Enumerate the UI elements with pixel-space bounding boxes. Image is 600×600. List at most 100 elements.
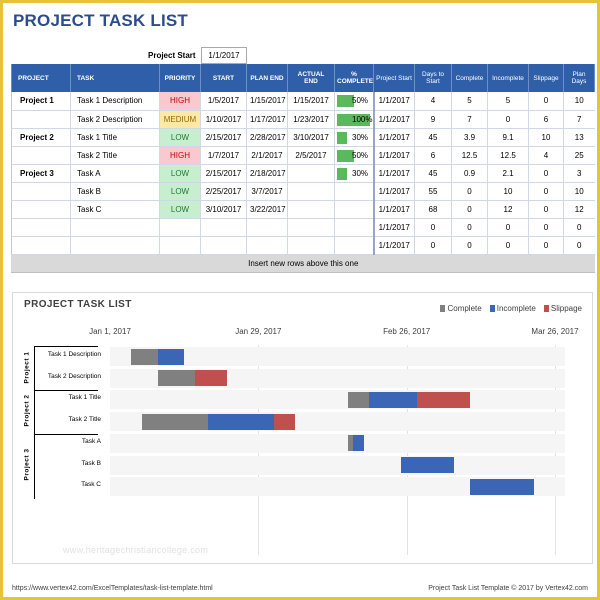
table-cell-complete[interactable]: 12.5 xyxy=(451,146,488,165)
table-cell-project[interactable] xyxy=(11,110,71,129)
table-cell-plan-end[interactable]: 1/17/2017 xyxy=(246,110,288,129)
table-cell-slippage[interactable]: 6 xyxy=(528,110,564,129)
table-cell-days-to-start[interactable]: 9 xyxy=(414,110,452,129)
table-cell-project[interactable]: Project 3 xyxy=(11,164,71,183)
table-cell-plan-days[interactable]: 12 xyxy=(563,200,595,219)
table-cell-project-start[interactable]: 1/1/2017 xyxy=(372,164,415,183)
table-cell-project[interactable]: Project 2 xyxy=(11,128,71,147)
table-cell-start[interactable]: 2/25/2017 xyxy=(200,182,247,201)
table-cell-start[interactable]: 1/5/2017 xyxy=(200,92,247,111)
table-cell-priority[interactable]: MEDIUM xyxy=(159,110,201,129)
table-cell-percent[interactable]: 100% xyxy=(334,110,374,129)
table-cell-complete[interactable]: 0.9 xyxy=(451,164,488,183)
table-cell-project-start[interactable]: 1/1/2017 xyxy=(372,200,415,219)
table-cell-start[interactable]: 3/10/2017 xyxy=(200,200,247,219)
table-cell-start[interactable] xyxy=(200,236,247,255)
table-cell-actual-end[interactable]: 2/5/2017 xyxy=(287,146,335,165)
table-cell-plan-end[interactable]: 2/18/2017 xyxy=(246,164,288,183)
table-cell-priority[interactable]: HIGH xyxy=(159,146,201,165)
table-cell-incomplete[interactable]: 5 xyxy=(487,92,529,111)
table-cell-actual-end[interactable] xyxy=(287,200,335,219)
table-cell-actual-end[interactable] xyxy=(287,182,335,201)
table-cell-start[interactable]: 1/10/2017 xyxy=(200,110,247,129)
table-cell-priority[interactable]: LOW xyxy=(159,200,201,219)
table-cell-actual-end[interactable] xyxy=(287,236,335,255)
table-cell-slippage[interactable]: 0 xyxy=(528,218,564,237)
table-cell-plan-days[interactable]: 25 xyxy=(563,146,595,165)
table-cell-days-to-start[interactable]: 45 xyxy=(414,164,452,183)
table-cell-days-to-start[interactable]: 0 xyxy=(414,218,452,237)
table-cell-days-to-start[interactable]: 55 xyxy=(414,182,452,201)
table-cell-task[interactable]: Task C xyxy=(70,200,160,219)
table-cell-actual-end[interactable]: 3/10/2017 xyxy=(287,128,335,147)
table-cell-project[interactable] xyxy=(11,146,71,165)
table-cell-task[interactable]: Task A xyxy=(70,164,160,183)
table-cell-percent[interactable] xyxy=(334,218,374,237)
table-cell-project[interactable]: Project 1 xyxy=(11,92,71,111)
table-cell-project-start[interactable]: 1/1/2017 xyxy=(372,92,415,111)
table-cell-slippage[interactable]: 0 xyxy=(528,236,564,255)
table-cell-priority[interactable]: HIGH xyxy=(159,92,201,111)
table-cell-complete[interactable]: 0 xyxy=(451,182,488,201)
table-cell-task[interactable] xyxy=(70,236,160,255)
table-cell-plan-days[interactable]: 10 xyxy=(563,92,595,111)
table-cell-percent[interactable] xyxy=(334,200,374,219)
table-cell-start[interactable] xyxy=(200,218,247,237)
table-cell-priority[interactable] xyxy=(159,236,201,255)
table-cell-project[interactable] xyxy=(11,236,71,255)
table-cell-incomplete[interactable]: 2.1 xyxy=(487,164,529,183)
table-cell-project[interactable] xyxy=(11,200,71,219)
table-cell-priority[interactable]: LOW xyxy=(159,164,201,183)
table-cell-slippage[interactable]: 4 xyxy=(528,146,564,165)
table-cell-percent[interactable]: 50% xyxy=(334,92,374,111)
table-cell-percent[interactable]: 50% xyxy=(334,146,374,165)
table-cell-task[interactable] xyxy=(70,218,160,237)
project-start-input[interactable]: 1/1/2017 xyxy=(201,47,247,64)
table-cell-percent[interactable]: 30% xyxy=(334,128,374,147)
table-cell-task[interactable]: Task 1 Title xyxy=(70,128,160,147)
table-cell-project-start[interactable]: 1/1/2017 xyxy=(372,110,415,129)
table-cell-project[interactable] xyxy=(11,218,71,237)
table-cell-incomplete[interactable]: 0 xyxy=(487,236,529,255)
table-cell-complete[interactable]: 0 xyxy=(451,236,488,255)
table-cell-incomplete[interactable]: 12.5 xyxy=(487,146,529,165)
table-cell-incomplete[interactable]: 12 xyxy=(487,200,529,219)
table-cell-complete[interactable]: 7 xyxy=(451,110,488,129)
table-cell-days-to-start[interactable]: 68 xyxy=(414,200,452,219)
table-cell-percent[interactable] xyxy=(334,182,374,201)
table-cell-plan-end[interactable]: 3/7/2017 xyxy=(246,182,288,201)
table-cell-plan-end[interactable] xyxy=(246,236,288,255)
table-cell-priority[interactable]: LOW xyxy=(159,128,201,147)
table-cell-plan-days[interactable]: 7 xyxy=(563,110,595,129)
table-cell-actual-end[interactable] xyxy=(287,218,335,237)
table-cell-days-to-start[interactable]: 6 xyxy=(414,146,452,165)
table-cell-start[interactable]: 2/15/2017 xyxy=(200,128,247,147)
table-cell-slippage[interactable]: 10 xyxy=(528,128,564,147)
table-cell-slippage[interactable]: 0 xyxy=(528,200,564,219)
footer-url[interactable]: https://www.vertex42.com/ExcelTemplates/… xyxy=(12,585,213,592)
table-cell-plan-days[interactable]: 0 xyxy=(563,218,595,237)
table-cell-incomplete[interactable]: 0 xyxy=(487,110,529,129)
table-cell-slippage[interactable]: 0 xyxy=(528,164,564,183)
table-cell-plan-end[interactable]: 3/22/2017 xyxy=(246,200,288,219)
table-cell-percent[interactable]: 30% xyxy=(334,164,374,183)
table-cell-task[interactable]: Task 1 Description xyxy=(70,92,160,111)
table-cell-project-start[interactable]: 1/1/2017 xyxy=(372,218,415,237)
table-cell-slippage[interactable]: 0 xyxy=(528,182,564,201)
table-cell-plan-end[interactable]: 1/15/2017 xyxy=(246,92,288,111)
table-cell-project-start[interactable]: 1/1/2017 xyxy=(372,128,415,147)
table-cell-days-to-start[interactable]: 45 xyxy=(414,128,452,147)
table-cell-complete[interactable]: 5 xyxy=(451,92,488,111)
table-cell-priority[interactable] xyxy=(159,218,201,237)
table-cell-task[interactable]: Task 2 Title xyxy=(70,146,160,165)
table-cell-project-start[interactable]: 1/1/2017 xyxy=(372,146,415,165)
table-cell-project-start[interactable]: 1/1/2017 xyxy=(372,182,415,201)
table-cell-plan-days[interactable]: 13 xyxy=(563,128,595,147)
table-cell-plan-days[interactable]: 0 xyxy=(563,236,595,255)
table-cell-actual-end[interactable]: 1/15/2017 xyxy=(287,92,335,111)
table-cell-complete[interactable]: 0 xyxy=(451,218,488,237)
table-cell-days-to-start[interactable]: 0 xyxy=(414,236,452,255)
table-cell-start[interactable]: 2/15/2017 xyxy=(200,164,247,183)
table-cell-incomplete[interactable]: 10 xyxy=(487,182,529,201)
table-cell-plan-days[interactable]: 10 xyxy=(563,182,595,201)
